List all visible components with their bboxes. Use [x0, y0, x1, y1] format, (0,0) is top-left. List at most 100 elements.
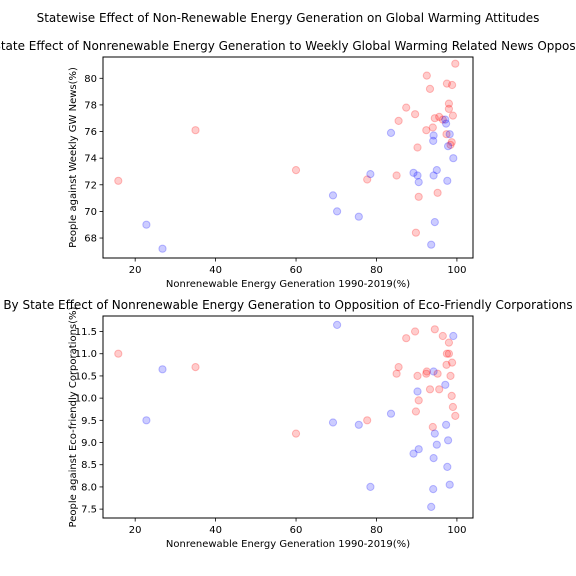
data-point-blue: [386, 409, 396, 418]
data-point-red: [191, 126, 200, 135]
data-point-blue: [445, 480, 454, 489]
y-tick-label: 72: [84, 180, 97, 191]
eco-friendly-corporations-x-axis-label: Nonrenewable Energy Generation 1990-2019…: [166, 539, 410, 550]
weekly-gw-news-plot-frame: [102, 56, 474, 259]
eco-friendly-corporations-y-ticks: 7.5 8.0 8.5 9.0 9.5 10.0 10.5 11.0 11.5: [75, 327, 103, 516]
y-tick-label: 70: [84, 207, 97, 218]
x-tick-label: 20: [129, 525, 142, 536]
data-point-blue: [429, 367, 438, 376]
figure-suptitle: Statewise Effect of Non-Renewable Energy…: [37, 11, 540, 25]
data-point-red: [411, 110, 420, 119]
data-point-red: [442, 130, 451, 139]
weekly-gw-news-y-ticks: 68 70 72 74 76 78 80: [84, 74, 103, 245]
data-point-red: [414, 396, 423, 405]
data-point-blue: [430, 218, 439, 227]
data-point-red: [392, 369, 401, 378]
y-tick-label: 11.0: [75, 349, 97, 360]
data-point-red: [422, 126, 431, 135]
data-point-blue: [158, 365, 167, 374]
weekly-gw-news-y-axis-label: People against Weekly GW News(%): [68, 67, 79, 248]
data-point-blue: [429, 136, 438, 145]
data-point-red: [191, 363, 200, 372]
data-point-blue: [432, 166, 441, 175]
data-point-red: [413, 143, 422, 152]
weekly-gw-news-chart-title: By State Effect of Nonrenewable Energy G…: [0, 39, 576, 53]
x-tick-label: 40: [209, 525, 222, 536]
y-tick-label: 11.5: [75, 327, 97, 338]
data-point-blue: [441, 380, 450, 389]
data-point-blue: [442, 420, 451, 429]
data-point-blue: [427, 240, 436, 249]
data-point-red: [448, 358, 457, 367]
eco-friendly-corporations-plot-frame: [102, 315, 474, 519]
data-point-red: [114, 349, 123, 358]
x-tick-label: 80: [370, 525, 383, 536]
data-point-red: [422, 71, 431, 80]
data-point-red: [422, 367, 431, 376]
data-point-red: [444, 104, 453, 114]
data-point-blue: [429, 131, 438, 140]
data-point-red: [446, 371, 455, 380]
y-tick-label: 8.0: [81, 482, 97, 493]
data-point-red: [425, 84, 435, 94]
y-tick-label: 9.0: [81, 438, 97, 449]
data-point-red: [402, 334, 411, 343]
data-point-red: [411, 407, 420, 416]
x-tick-label: 60: [290, 525, 303, 536]
data-point-blue: [429, 171, 438, 180]
data-point-blue: [444, 436, 453, 445]
data-point-blue: [414, 178, 423, 187]
x-tick-label: 100: [447, 525, 466, 536]
data-point-red: [433, 369, 442, 378]
data-point-red: [363, 416, 372, 425]
data-point-red: [425, 385, 435, 394]
data-point-blue: [366, 170, 375, 179]
data-point-blue: [443, 176, 452, 185]
data-point-blue: [414, 445, 423, 454]
data-point-red: [414, 192, 423, 201]
y-tick-label: 68: [84, 234, 97, 245]
y-tick-label: 7.5: [81, 505, 97, 516]
data-point-blue: [432, 440, 441, 449]
data-point-red: [394, 363, 403, 372]
y-tick-label: 9.5: [81, 416, 97, 427]
y-tick-label: 80: [84, 74, 97, 85]
x-tick-label: 20: [129, 265, 142, 276]
data-point-blue: [333, 320, 342, 329]
x-tick-label: 60: [290, 265, 303, 276]
y-tick-label: 78: [84, 100, 97, 111]
weekly-gw-news-x-axis-label: Nonrenewable Energy Generation 1990-2019…: [166, 279, 410, 290]
eco-friendly-corporations-chart-title: By State Effect of Nonrenewable Energy G…: [3, 298, 572, 312]
data-point-red: [442, 360, 451, 369]
data-point-red: [363, 175, 372, 184]
data-point-blue: [444, 142, 453, 151]
y-tick-label: 76: [84, 127, 97, 138]
data-point-blue: [386, 128, 396, 137]
data-point-blue: [429, 454, 438, 463]
data-point-blue: [427, 502, 436, 511]
data-point-blue: [445, 130, 454, 139]
data-point-red: [392, 171, 401, 180]
data-point-blue: [158, 244, 167, 253]
x-tick-label: 80: [370, 265, 383, 276]
data-point-red: [114, 176, 123, 185]
data-point-blue: [354, 420, 363, 429]
data-point-red: [291, 429, 301, 438]
data-point-red: [291, 166, 301, 175]
data-point-blue: [142, 220, 151, 229]
data-point-blue: [142, 416, 151, 425]
data-point-blue: [366, 482, 375, 491]
data-point-red: [451, 59, 460, 68]
data-point-blue: [354, 212, 363, 221]
data-point-red: [428, 123, 437, 132]
data-point-red: [448, 111, 457, 120]
data-point-red: [411, 228, 420, 237]
data-point-blue: [328, 191, 338, 200]
data-point-red: [448, 80, 457, 90]
data-point-blue: [413, 387, 422, 396]
data-point-red: [447, 391, 456, 400]
data-point-red: [413, 371, 422, 380]
data-point-blue: [442, 119, 451, 128]
data-point-blue: [430, 429, 439, 438]
